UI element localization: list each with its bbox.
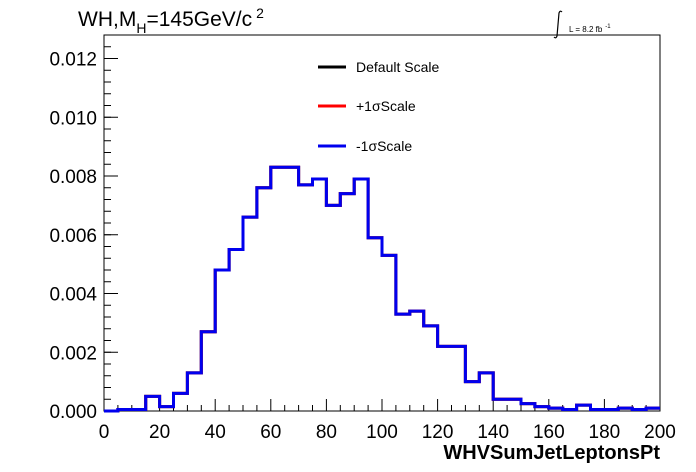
title-mid: =145GeV/c	[146, 8, 252, 31]
legend-entry-plus1sigma: +1σScale	[318, 98, 416, 114]
chart-title: WH,MH=145GeV/c 2	[78, 5, 264, 36]
x-tick-label: 80	[316, 422, 337, 443]
title-main: WH,M	[78, 8, 136, 31]
title-subscript: H	[136, 20, 146, 36]
x-tick-label: 100	[366, 422, 398, 443]
y-tick-label: 0.002	[49, 343, 97, 364]
luminosity-label: L = 8.2 fb -1	[553, 10, 611, 39]
x-tick-label: 200	[644, 422, 676, 443]
y-tick-label: 0.004	[49, 285, 97, 306]
integral-sign-icon	[553, 10, 563, 39]
y-tick-label: 0.010	[49, 108, 97, 129]
svg-text:L = 8.2 fb-1: L = 8.2 fb -1	[569, 24, 611, 34]
legend: Default Scale +1σScale -1σScale	[318, 59, 439, 154]
x-axis: 0 20 40 60 80 100 120 140 160 180 200	[99, 399, 676, 443]
x-tick-label: 0	[99, 422, 110, 443]
x-tick-label: 60	[260, 422, 281, 443]
series-layer	[104, 165, 660, 413]
series-line-2	[104, 165, 660, 413]
legend-entry-minus1sigma: -1σScale	[318, 138, 412, 154]
lumi-superscript: -1	[605, 24, 611, 30]
plot-frame	[103, 34, 661, 412]
lumi-text: L = 8.2 fb	[569, 25, 603, 34]
y-tick-label: 0.000	[49, 402, 97, 423]
y-axis: 0.000 0.002 0.004 0.006 0.008 0.010 0.012	[49, 34, 118, 423]
x-tick-label: 160	[533, 422, 565, 443]
title-superscript: 2	[256, 5, 264, 21]
y-tick-label: 0.006	[49, 226, 97, 247]
x-axis-title: WHVSumJetLeptonsPt	[443, 442, 660, 464]
y-tick-label: 0.012	[49, 50, 97, 71]
legend-label-minus1sigma: -1σScale	[356, 138, 412, 154]
x-tick-label: 180	[589, 422, 621, 443]
x-tick-label: 20	[149, 422, 170, 443]
legend-entry-default: Default Scale	[318, 59, 439, 75]
x-tick-label: 120	[422, 422, 454, 443]
x-tick-label: 140	[477, 422, 509, 443]
x-tick-label: 40	[205, 422, 226, 443]
legend-label-default: Default Scale	[356, 59, 439, 75]
legend-label-plus1sigma: +1σScale	[356, 98, 416, 114]
y-tick-label: 0.008	[49, 167, 97, 188]
